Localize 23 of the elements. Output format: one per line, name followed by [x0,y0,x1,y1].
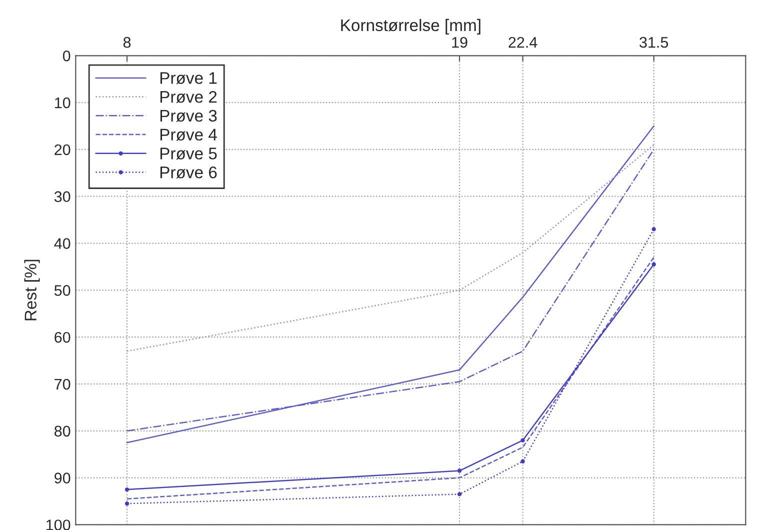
y-tick-label: 100 [46,520,70,530]
y-tick-label: 60 [54,332,70,343]
y-tick-label: 10 [55,97,70,108]
y-tick-label: 90 [54,472,70,484]
legend-label: Prøve 2 [160,91,217,103]
x-tick-label: 31.5 [640,36,668,48]
y-tick-label: 0 [62,50,70,62]
legend-label: Prøve 5 [160,148,217,160]
x-tick-label: 19 [452,36,468,48]
y-axis-title: Rest [%] [24,260,40,320]
legend-label: Prøve 1 [160,72,217,84]
x-tick-label: 22.4 [508,36,538,48]
y-tick-label: 30 [54,191,70,202]
legend-label: Prøve 6 [160,166,217,178]
x-axis-title: Kornstørrelse [mm] [341,18,480,34]
y-tick-label: 40 [54,238,70,249]
y-tick-label: 50 [54,285,70,296]
y-tick-label: 70 [54,378,70,390]
y-tick-label: 80 [54,426,70,437]
legend-label: Prøve 3 [160,110,217,122]
y-tick-label: 20 [54,144,70,156]
x-tick-label: 8 [123,36,131,48]
legend-label: Prøve 4 [160,128,217,141]
